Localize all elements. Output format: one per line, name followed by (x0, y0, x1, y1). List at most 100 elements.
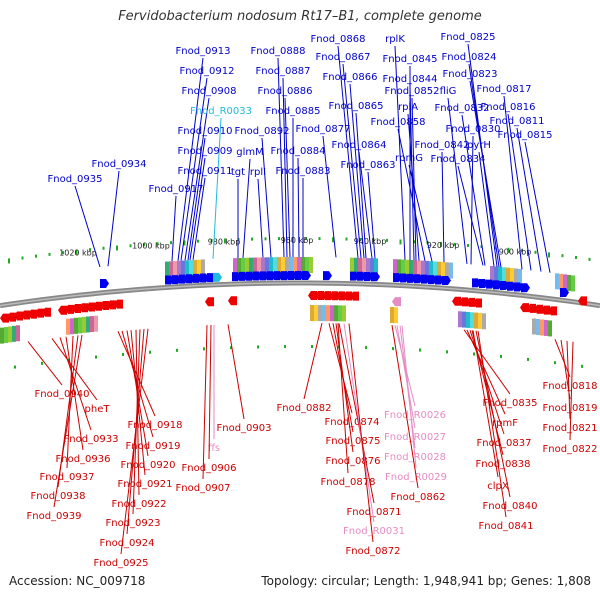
forward-feature-block (350, 257, 354, 274)
forward-gene-label: Fnod_0842 (414, 140, 469, 151)
reverse-gene-label: rpmF (492, 418, 518, 429)
forward-gene-label: Fnod_0917 (148, 184, 203, 195)
forward-gene-arrow (486, 279, 495, 289)
forward-gene-label: glmM (236, 147, 264, 158)
ruler-tick (75, 249, 78, 255)
forward-feature-block (297, 257, 301, 274)
forward-gene-arrow (253, 271, 262, 281)
ruler-tick (588, 257, 591, 261)
reverse-gene-label-leader (227, 324, 245, 420)
forward-gene-label-leader (457, 165, 484, 266)
forward-gene-arrow (239, 271, 248, 281)
forward-gene-label: Fnod_0817 (476, 84, 531, 95)
ruler-label: 900 kbp (499, 248, 532, 257)
forward-feature-block (417, 260, 421, 277)
forward-gene-label-leader (277, 57, 285, 258)
forward-gene-label-leader (284, 97, 291, 258)
forward-feature-block (567, 274, 571, 291)
ruler-tick (473, 352, 475, 356)
forward-gene-label-leader (322, 135, 337, 258)
reverse-feature-block (482, 313, 486, 330)
forward-gene-label-leader (212, 117, 222, 259)
ruler-tick (386, 238, 388, 242)
forward-gene-label: fliG (440, 86, 457, 97)
reverse-gene-arrow (520, 303, 529, 313)
forward-feature-block (421, 260, 425, 277)
reverse-feature-block (458, 311, 462, 328)
reverse-gene-label: Fnod_0922 (111, 499, 166, 510)
reverse-feature-block (478, 312, 482, 329)
forward-gene-label: Fnod_0863 (340, 160, 395, 171)
reverse-gene-arrow (79, 303, 88, 313)
forward-gene-label: Fnod_R0033 (190, 106, 252, 117)
reverse-gene-label-leader (27, 341, 63, 386)
forward-feature-block (245, 257, 249, 274)
reverse-gene-label: Fnod_0876 (325, 456, 380, 467)
reverse-gene-arrow (114, 299, 123, 309)
reverse-feature-block (462, 311, 466, 328)
reverse-feature-block (16, 325, 20, 342)
reverse-gene-label-leader (466, 329, 506, 415)
forward-gene-label: rpmG (395, 153, 423, 164)
forward-gene-label-leader (441, 151, 445, 263)
reverse-gene-arrow (0, 313, 9, 323)
forward-feature-block (273, 257, 277, 274)
ruler-label: 1000 kbp (132, 242, 170, 251)
reverse-gene-arrow (308, 291, 317, 301)
forward-gene-label: Fnod_0886 (257, 86, 312, 97)
ruler-tick (170, 241, 172, 245)
forward-gene-label: Fnod_0883 (275, 166, 330, 177)
reverse-feature-block (310, 305, 314, 322)
forward-gene-label-leader (469, 80, 502, 268)
reverse-gene-label: Fnod_0841 (478, 521, 533, 532)
reverse-gene-label-leader (338, 323, 375, 504)
ruler-tick (311, 345, 313, 349)
reverse-feature-block (470, 312, 474, 329)
forward-gene-arrow (414, 274, 423, 284)
reverse-feature-block (466, 311, 470, 328)
forward-rna-arrow (213, 272, 222, 282)
forward-feature-block (409, 259, 413, 276)
forward-feature-block (177, 260, 181, 277)
reverse-feature-block (338, 305, 342, 322)
forward-gene-label-leader (478, 151, 495, 267)
reverse-gene-arrow (14, 311, 23, 321)
forward-gene-label: pyrH (467, 140, 491, 151)
reverse-gene-arrow (527, 303, 536, 313)
reverse-feature-block (314, 305, 318, 322)
accession-label: Accession: NC_009718 (9, 574, 146, 588)
ruler-tick (35, 254, 37, 258)
reverse-feature-block (70, 318, 74, 335)
forward-gene-arrow (435, 275, 444, 285)
forward-gene-arrow (472, 278, 481, 288)
forward-feature-block (571, 275, 575, 292)
forward-gene-arrow (371, 272, 380, 282)
forward-feature-block (514, 268, 518, 285)
forward-feature-block (502, 267, 506, 284)
forward-feature-block (269, 257, 273, 274)
forward-gene-arrow (288, 271, 297, 281)
reverse-gene-label: Fnod_0818 (542, 381, 597, 392)
reverse-gene-arrow (72, 304, 81, 314)
forward-feature-block (293, 257, 297, 274)
reverse-gene-arrow (107, 300, 116, 310)
reverse-gene-label-leader (554, 339, 571, 378)
ruler-tick (102, 246, 105, 250)
reverse-gene-arrow (58, 305, 67, 315)
ruler-tick (278, 237, 280, 241)
forward-gene-label: Fnod_0892 (234, 126, 289, 137)
ruler-tick (197, 239, 199, 243)
ruler-tick (95, 355, 97, 359)
forward-feature-block (249, 257, 253, 274)
ruler-tick (62, 251, 64, 255)
forward-gene-label-leader (180, 77, 208, 261)
forward-gene-label: Fnod_0888 (250, 46, 305, 57)
reverse-gene-label-leader (477, 330, 507, 518)
forward-feature-block (445, 262, 449, 279)
reverse-gene-arrow (65, 304, 74, 314)
ruler-tick (332, 237, 334, 243)
reverse-gene-arrow (548, 306, 557, 316)
ruler-tick (345, 237, 348, 241)
reverse-feature-block (318, 305, 322, 322)
forward-feature-block (193, 259, 197, 276)
